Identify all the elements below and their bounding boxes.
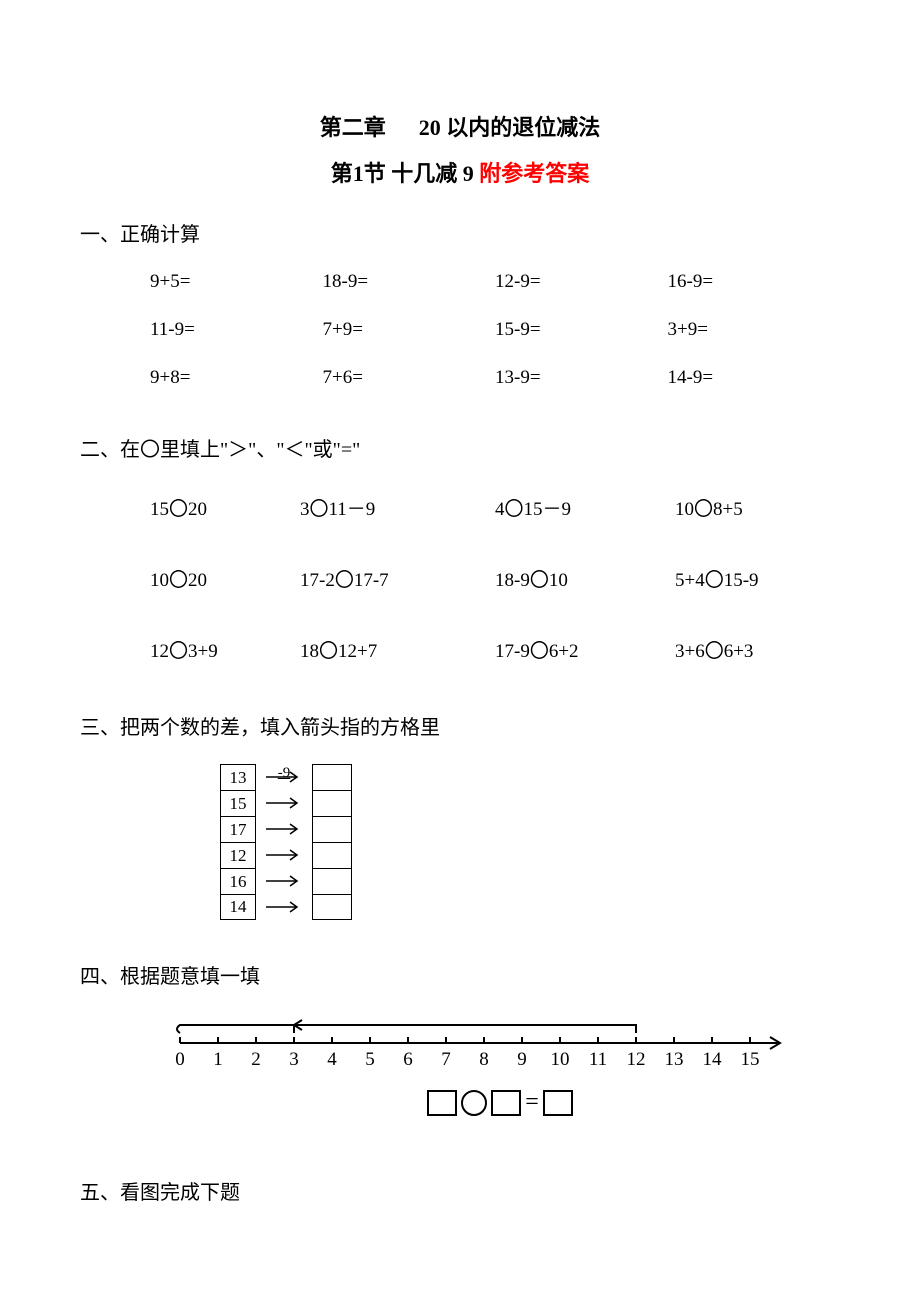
svg-text:15: 15: [741, 1049, 760, 1070]
svg-text:9: 9: [517, 1049, 527, 1070]
input-box: 14: [220, 894, 256, 920]
numberline-svg: 0123456789101112131415: [160, 1013, 800, 1073]
calc-cell: 13-9=: [495, 367, 668, 389]
chapter-title: 第二章 20 以内的退位减法: [80, 110, 840, 142]
svg-text:3: 3: [289, 1049, 299, 1070]
svg-text:4: 4: [327, 1049, 337, 1070]
arrow-icon: [264, 875, 304, 887]
blank-box: [491, 1090, 521, 1116]
calc-cell: 3+9=: [668, 319, 841, 341]
arrow-row: 16: [220, 868, 840, 894]
blank-box: [427, 1090, 457, 1116]
arrow-icon: [264, 849, 304, 861]
blank-circle: [461, 1090, 487, 1116]
compare-cell: 10〇8+5: [675, 494, 840, 521]
arrow-icon: [264, 797, 304, 809]
section2-heading: 二、在〇里填上"＞"、"＜"或"=": [80, 433, 840, 462]
svg-text:10: 10: [551, 1049, 570, 1070]
arrow-container: [256, 875, 312, 887]
section-answer-tag: 附参考答案: [479, 161, 589, 186]
calc-cell: 16-9=: [668, 271, 841, 293]
arrow-container: -9: [256, 771, 312, 783]
arrow-row: 15: [220, 790, 840, 816]
compare-cell: 3〇11－9: [300, 494, 495, 521]
arrow-container: [256, 823, 312, 835]
input-box: 13: [220, 764, 256, 790]
answer-box: [312, 868, 352, 894]
compare-grid: 15〇20 3〇11－9 4〇15－9 10〇8+5 10〇20 17-2〇17…: [80, 494, 840, 663]
input-box: 12: [220, 842, 256, 868]
answer-box: [312, 790, 352, 816]
svg-text:5: 5: [365, 1049, 375, 1070]
arrow-icon: [264, 901, 304, 913]
compare-cell: 17-9〇6+2: [495, 636, 675, 663]
input-box: 15: [220, 790, 256, 816]
svg-text:13: 13: [665, 1049, 684, 1070]
svg-text:14: 14: [703, 1049, 723, 1070]
calc-cell: 7+9=: [323, 319, 496, 341]
calc-cell: 9+5=: [150, 271, 323, 293]
equation: =: [160, 1089, 840, 1116]
arrow-container: [256, 797, 312, 809]
input-box: 16: [220, 868, 256, 894]
answer-box: [312, 894, 352, 920]
arrow-container: [256, 849, 312, 861]
compare-cell: 3+6〇6+3: [675, 636, 840, 663]
arrow-diagram: 13 -9 15 17 12 16 14: [220, 764, 840, 920]
arrow-icon: [264, 823, 304, 835]
svg-text:11: 11: [589, 1049, 607, 1070]
arrow-row: 12: [220, 842, 840, 868]
compare-cell: 4〇15－9: [495, 494, 675, 521]
compare-cell: 17-2〇17-7: [300, 565, 495, 592]
numberline-diagram: 0123456789101112131415: [160, 1013, 840, 1073]
svg-text:6: 6: [403, 1049, 413, 1070]
calc-cell: 11-9=: [150, 319, 323, 341]
calculation-grid: 9+5= 18-9= 12-9= 16-9= 11-9= 7+9= 15-9= …: [80, 271, 840, 389]
compare-cell: 10〇20: [150, 565, 300, 592]
compare-cell: 5+4〇15-9: [675, 565, 840, 592]
section1-heading: 一、正确计算: [80, 218, 840, 247]
arrow-container: [256, 901, 312, 913]
chapter-name: 20 以内的退位减法: [419, 115, 601, 140]
arrow-row: 14: [220, 894, 840, 920]
svg-text:8: 8: [479, 1049, 489, 1070]
compare-cell: 18〇12+7: [300, 636, 495, 663]
compare-cell: 15〇20: [150, 494, 300, 521]
answer-box: [312, 842, 352, 868]
section-name: 第1节 十几减 9: [331, 161, 480, 186]
input-box: 17: [220, 816, 256, 842]
equals-sign: =: [525, 1089, 539, 1115]
arrow-row: 13 -9: [220, 764, 840, 790]
answer-box: [312, 764, 352, 790]
section5-heading: 五、看图完成下题: [80, 1176, 840, 1205]
blank-box: [543, 1090, 573, 1116]
arrow-row: 17: [220, 816, 840, 842]
chapter-num: 第二章: [320, 115, 386, 140]
operation-label: -9: [278, 765, 291, 782]
calc-cell: 12-9=: [495, 271, 668, 293]
section4-heading: 四、根据题意填一填: [80, 960, 840, 989]
answer-box: [312, 816, 352, 842]
section-title: 第1节 十几减 9 附参考答案: [80, 156, 840, 188]
calc-cell: 7+6=: [323, 367, 496, 389]
svg-text:0: 0: [175, 1049, 185, 1070]
compare-cell: 12〇3+9: [150, 636, 300, 663]
svg-text:2: 2: [251, 1049, 261, 1070]
compare-cell: 18-9〇10: [495, 565, 675, 592]
svg-text:7: 7: [441, 1049, 451, 1070]
calc-cell: 15-9=: [495, 319, 668, 341]
calc-cell: 9+8=: [150, 367, 323, 389]
calc-cell: 18-9=: [323, 271, 496, 293]
section3-heading: 三、把两个数的差，填入箭头指的方格里: [80, 711, 840, 740]
svg-text:12: 12: [627, 1049, 646, 1070]
svg-text:1: 1: [213, 1049, 223, 1070]
calc-cell: 14-9=: [668, 367, 841, 389]
